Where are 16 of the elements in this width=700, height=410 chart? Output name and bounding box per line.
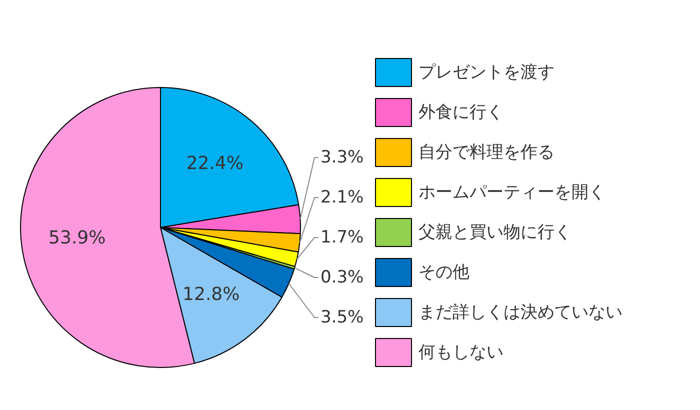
data-label: 3.3%	[320, 148, 364, 168]
data-label: 53.9%	[48, 227, 106, 248]
data-label: 12.8%	[182, 284, 240, 306]
data-label: 2.1%	[320, 188, 364, 208]
data-label: 1.7%	[320, 228, 364, 248]
data-label: 0.3%	[320, 268, 364, 288]
legend-label: 何もしない	[418, 342, 504, 362]
data-label: 3.5%	[320, 308, 364, 328]
legend-label: その他	[418, 262, 470, 282]
legend-label: 外食に行く	[418, 102, 504, 122]
data-label: 22.4%	[186, 152, 244, 174]
legend-label: まだ詳しくは決めていない	[418, 302, 622, 322]
legend-label: ホームパーティーを開く	[418, 182, 606, 202]
legend-label: 父親と買い物に行く	[418, 222, 572, 242]
legend-label: 自分で料理を作る	[418, 142, 554, 162]
legend-label: プレゼントを渡す	[418, 62, 554, 82]
